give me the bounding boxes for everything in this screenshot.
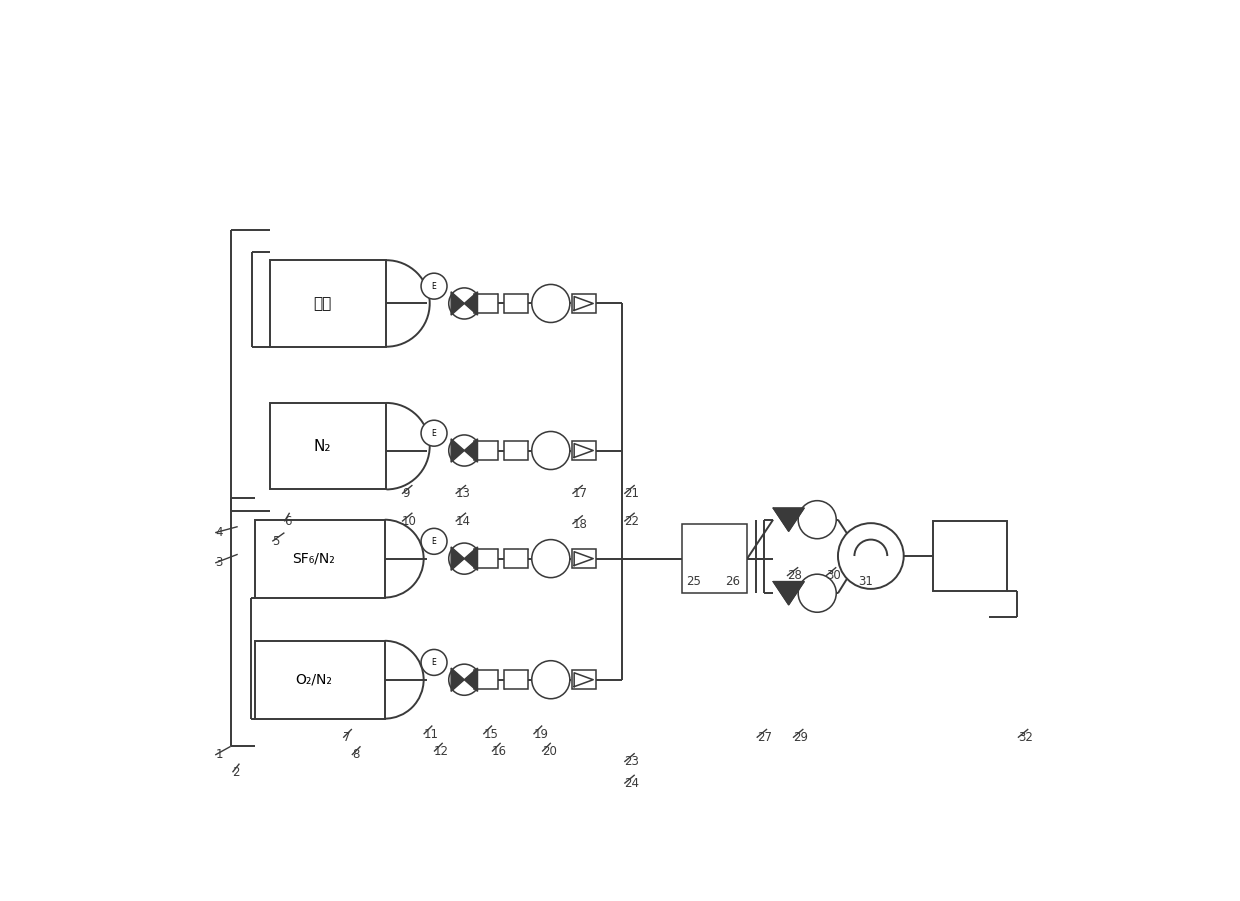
Text: 空气: 空气 <box>314 296 331 311</box>
Text: 24: 24 <box>624 777 640 790</box>
Circle shape <box>422 650 446 676</box>
Bar <box>682 524 748 593</box>
Polygon shape <box>451 547 464 570</box>
Text: 23: 23 <box>624 755 639 769</box>
Text: 20: 20 <box>542 745 557 758</box>
Text: 17: 17 <box>573 487 588 500</box>
Text: 28: 28 <box>787 569 802 582</box>
Text: 30: 30 <box>826 569 841 582</box>
Bar <box>572 441 595 460</box>
Polygon shape <box>464 439 477 462</box>
Polygon shape <box>451 439 464 462</box>
Text: O₂/N₂: O₂/N₂ <box>295 673 332 687</box>
Text: 29: 29 <box>794 732 808 744</box>
Text: 15: 15 <box>484 728 498 741</box>
Text: 11: 11 <box>424 728 439 741</box>
Text: 14: 14 <box>455 515 471 528</box>
Circle shape <box>838 523 904 589</box>
Text: 22: 22 <box>624 515 640 528</box>
Circle shape <box>449 288 480 319</box>
Bar <box>269 403 387 489</box>
Text: 32: 32 <box>1018 732 1033 744</box>
Text: 18: 18 <box>573 517 588 531</box>
Circle shape <box>532 432 570 469</box>
Text: 31: 31 <box>858 576 873 588</box>
Bar <box>474 294 498 313</box>
Text: E: E <box>432 537 436 546</box>
Circle shape <box>799 501 836 539</box>
Text: 3: 3 <box>216 557 222 569</box>
Text: 13: 13 <box>455 487 470 500</box>
Text: 10: 10 <box>402 515 417 528</box>
Bar <box>474 549 498 569</box>
Polygon shape <box>773 508 805 532</box>
Bar <box>269 260 387 347</box>
Bar <box>934 522 1007 591</box>
Text: 8: 8 <box>352 749 360 761</box>
Circle shape <box>422 273 446 299</box>
Polygon shape <box>451 668 464 691</box>
Circle shape <box>449 543 480 574</box>
Text: E: E <box>432 658 436 667</box>
Circle shape <box>449 435 480 466</box>
Bar <box>505 294 528 313</box>
Text: 9: 9 <box>402 487 409 500</box>
Circle shape <box>422 528 446 554</box>
Text: 27: 27 <box>756 732 771 744</box>
Text: 12: 12 <box>434 745 449 758</box>
Circle shape <box>532 660 570 699</box>
Bar <box>474 441 498 460</box>
Text: 7: 7 <box>343 732 351 744</box>
Circle shape <box>449 664 480 696</box>
Bar <box>255 641 384 719</box>
Bar <box>505 549 528 569</box>
Bar <box>505 441 528 460</box>
Polygon shape <box>773 581 805 605</box>
Polygon shape <box>451 292 464 315</box>
Text: 2: 2 <box>232 766 241 778</box>
Text: 1: 1 <box>216 749 223 761</box>
Polygon shape <box>464 668 477 691</box>
Circle shape <box>422 420 446 446</box>
Text: N₂: N₂ <box>314 439 331 454</box>
Bar <box>572 294 595 313</box>
Polygon shape <box>464 292 477 315</box>
Text: 19: 19 <box>533 728 548 741</box>
Text: E: E <box>432 429 436 438</box>
Circle shape <box>799 574 836 613</box>
Circle shape <box>532 540 570 578</box>
Bar <box>572 549 595 569</box>
Circle shape <box>532 285 570 323</box>
Text: 4: 4 <box>216 526 223 539</box>
Bar <box>572 670 595 689</box>
Text: E: E <box>432 282 436 291</box>
Text: 26: 26 <box>725 576 740 588</box>
Bar <box>255 520 384 597</box>
Text: 5: 5 <box>273 535 280 548</box>
Text: 6: 6 <box>284 515 291 528</box>
Text: 21: 21 <box>624 487 640 500</box>
Bar <box>505 670 528 689</box>
Polygon shape <box>464 547 477 570</box>
Text: SF₆/N₂: SF₆/N₂ <box>291 551 335 566</box>
Text: 16: 16 <box>492 745 507 758</box>
Bar <box>474 670 498 689</box>
Text: 25: 25 <box>687 576 702 588</box>
